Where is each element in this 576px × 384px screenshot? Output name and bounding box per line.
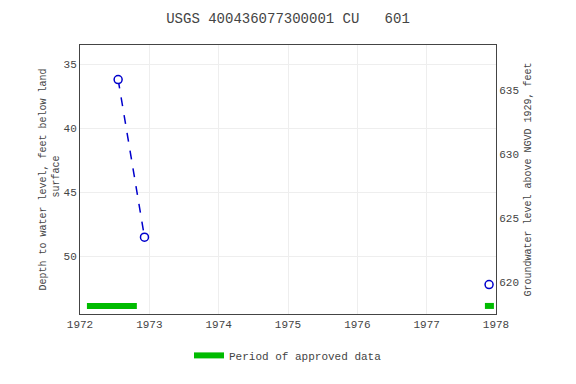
svg-text:Period of approved data: Period of approved data (229, 351, 381, 363)
svg-text:1974: 1974 (205, 319, 232, 331)
svg-text:Groundwater level above NGVD 1: Groundwater level above NGVD 1929, feet (523, 62, 534, 296)
svg-text:635: 635 (499, 85, 519, 97)
svg-text:620: 620 (499, 277, 519, 289)
svg-text:1973: 1973 (136, 319, 162, 331)
svg-text:40: 40 (64, 123, 77, 135)
svg-text:625: 625 (499, 213, 519, 225)
svg-text:1977: 1977 (413, 319, 439, 331)
svg-text:1972: 1972 (67, 319, 93, 331)
svg-text:35: 35 (64, 59, 77, 71)
svg-text:USGS 400436077300001 CU 601: USGS 400436077300001 CU 601 (166, 11, 410, 27)
svg-text:1978: 1978 (483, 319, 509, 331)
svg-text:45: 45 (64, 187, 77, 199)
svg-text:1975: 1975 (275, 319, 301, 331)
svg-text:50: 50 (64, 251, 77, 263)
svg-text:630: 630 (499, 149, 519, 161)
svg-text:1976: 1976 (344, 319, 370, 331)
svg-text:Depth to water level, feet bel: Depth to water level, feet below land su… (38, 68, 62, 290)
